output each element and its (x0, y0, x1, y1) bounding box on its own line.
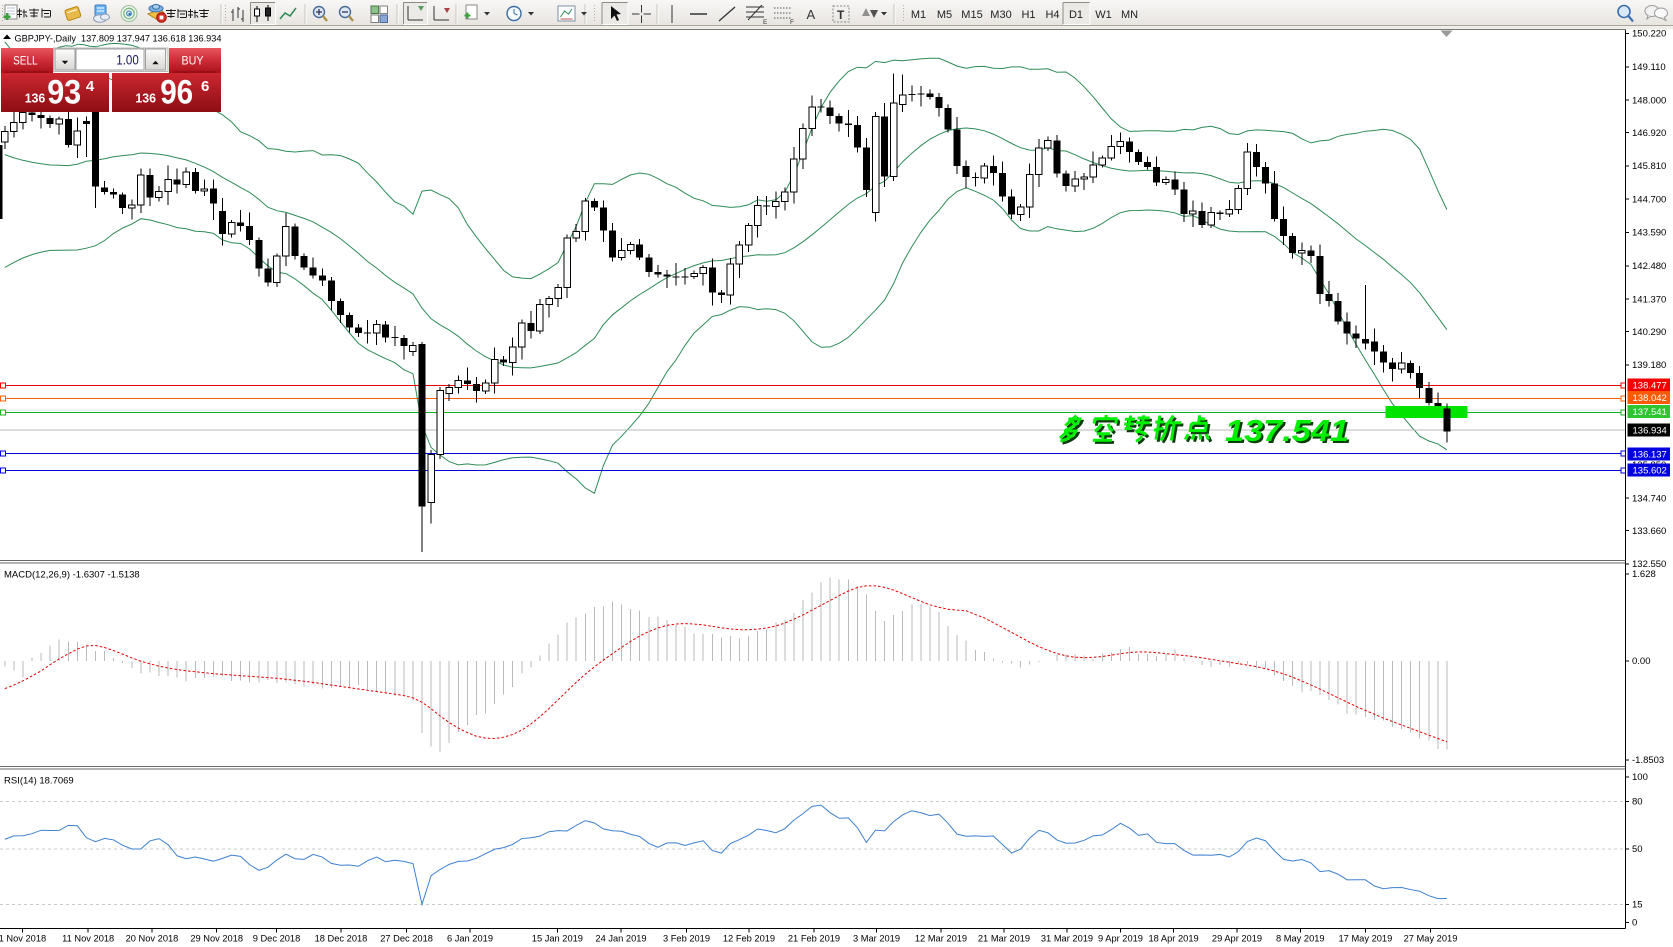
svg-text:M15: M15 (961, 9, 982, 21)
svg-text:15 Jan 2019: 15 Jan 2019 (532, 934, 583, 944)
svg-text:MACD(12,26,9) -1.6307 -1.5138: MACD(12,26,9) -1.6307 -1.5138 (4, 570, 140, 581)
svg-text:12 Mar 2019: 12 Mar 2019 (915, 934, 967, 944)
svg-text:149.110: 149.110 (1632, 62, 1666, 73)
svg-text:17 May 2019: 17 May 2019 (1339, 934, 1393, 944)
svg-text:12 Feb 2019: 12 Feb 2019 (723, 934, 775, 944)
svg-text:18 Dec 2018: 18 Dec 2018 (315, 934, 368, 944)
svg-text:H1: H1 (1021, 9, 1035, 21)
svg-text:136.934: 136.934 (1633, 426, 1667, 437)
svg-text:142.480: 142.480 (1632, 261, 1666, 272)
svg-text:M30: M30 (990, 9, 1011, 21)
svg-text:136: 136 (25, 91, 46, 106)
svg-text:1.00: 1.00 (116, 53, 139, 68)
svg-text:138.477: 138.477 (1633, 381, 1667, 392)
svg-text:6 Jan 2019: 6 Jan 2019 (447, 934, 493, 944)
svg-text:20 Nov 2018: 20 Nov 2018 (126, 934, 179, 944)
svg-text:96: 96 (160, 74, 193, 112)
svg-text:9 Apr 2019: 9 Apr 2019 (1098, 934, 1143, 944)
svg-text:137.541: 137.541 (1633, 407, 1667, 418)
svg-text:138.042: 138.042 (1633, 393, 1667, 404)
svg-text:27 May 2019: 27 May 2019 (1404, 934, 1458, 944)
svg-text:-1.8503: -1.8503 (1632, 755, 1664, 766)
svg-text:133.660: 133.660 (1632, 526, 1666, 537)
svg-text:15: 15 (1632, 900, 1643, 911)
svg-text:H4: H4 (1045, 9, 1059, 21)
svg-text:143.590: 143.590 (1632, 228, 1666, 239)
svg-text:137.541: 137.541 (1227, 416, 1351, 450)
svg-text:134.740: 134.740 (1632, 493, 1666, 504)
svg-text:6: 6 (201, 78, 209, 95)
svg-text:100: 100 (1632, 772, 1648, 783)
svg-text:80: 80 (1632, 797, 1643, 808)
svg-text:11 Nov 2018: 11 Nov 2018 (62, 934, 114, 944)
svg-text:BUY: BUY (182, 56, 204, 68)
svg-text:1 Nov 2018: 1 Nov 2018 (0, 934, 46, 944)
svg-text:139.180: 139.180 (1632, 360, 1666, 371)
svg-text:F: F (790, 19, 794, 26)
svg-text:148.000: 148.000 (1632, 95, 1666, 106)
svg-text:146.920: 146.920 (1632, 128, 1666, 139)
svg-text:150.220: 150.220 (1632, 29, 1666, 40)
svg-text:24 Jan 2019: 24 Jan 2019 (595, 934, 646, 944)
svg-text:145.810: 145.810 (1632, 161, 1666, 172)
svg-text:4: 4 (86, 78, 95, 95)
svg-text:141.370: 141.370 (1632, 294, 1666, 305)
svg-text:135.602: 135.602 (1633, 465, 1667, 476)
svg-text:SELL: SELL (13, 56, 38, 68)
svg-text:GBPJPY-,Daily 137.809 137.947: GBPJPY-,Daily 137.809 137.947 136.618 13… (15, 33, 222, 44)
svg-text:137.541: 137.541 (1225, 414, 1349, 448)
svg-text:18 Apr 2019: 18 Apr 2019 (1149, 934, 1199, 944)
svg-text:E: E (763, 19, 768, 26)
svg-text:1.628: 1.628 (1632, 569, 1656, 580)
svg-text:27 Dec 2018: 27 Dec 2018 (380, 934, 433, 944)
svg-text:132.550: 132.550 (1632, 559, 1666, 570)
svg-text:0: 0 (1632, 918, 1637, 929)
svg-text:140.290: 140.290 (1632, 327, 1666, 338)
svg-text:0.00: 0.00 (1632, 656, 1651, 667)
svg-text:3 Feb 2019: 3 Feb 2019 (663, 934, 710, 944)
svg-text:93: 93 (47, 74, 81, 112)
svg-text:9 Dec 2018: 9 Dec 2018 (253, 934, 301, 944)
svg-text:A: A (807, 7, 816, 22)
svg-text:MN: MN (1121, 9, 1138, 21)
svg-text:21 Mar 2019: 21 Mar 2019 (978, 934, 1030, 944)
svg-text:29 Nov 2018: 29 Nov 2018 (190, 934, 243, 944)
svg-text:31 Mar 2019: 31 Mar 2019 (1041, 934, 1093, 944)
svg-text:RSI(14) 18.7069: RSI(14) 18.7069 (4, 776, 74, 787)
svg-text:136: 136 (135, 91, 156, 106)
svg-text:T: T (837, 8, 845, 22)
svg-text:8 May 2019: 8 May 2019 (1276, 934, 1325, 944)
svg-text:136.137: 136.137 (1633, 449, 1667, 460)
svg-text:M1: M1 (911, 9, 926, 21)
svg-text:D1: D1 (1069, 9, 1083, 21)
svg-text:21 Feb 2019: 21 Feb 2019 (788, 934, 840, 944)
svg-text:W1: W1 (1095, 9, 1112, 21)
svg-text:M5: M5 (937, 9, 952, 21)
svg-text:50: 50 (1632, 844, 1643, 855)
svg-text:3 Mar 2019: 3 Mar 2019 (853, 934, 900, 944)
svg-text:29 Apr 2019: 29 Apr 2019 (1212, 934, 1262, 944)
svg-text:144.700: 144.700 (1632, 194, 1666, 205)
